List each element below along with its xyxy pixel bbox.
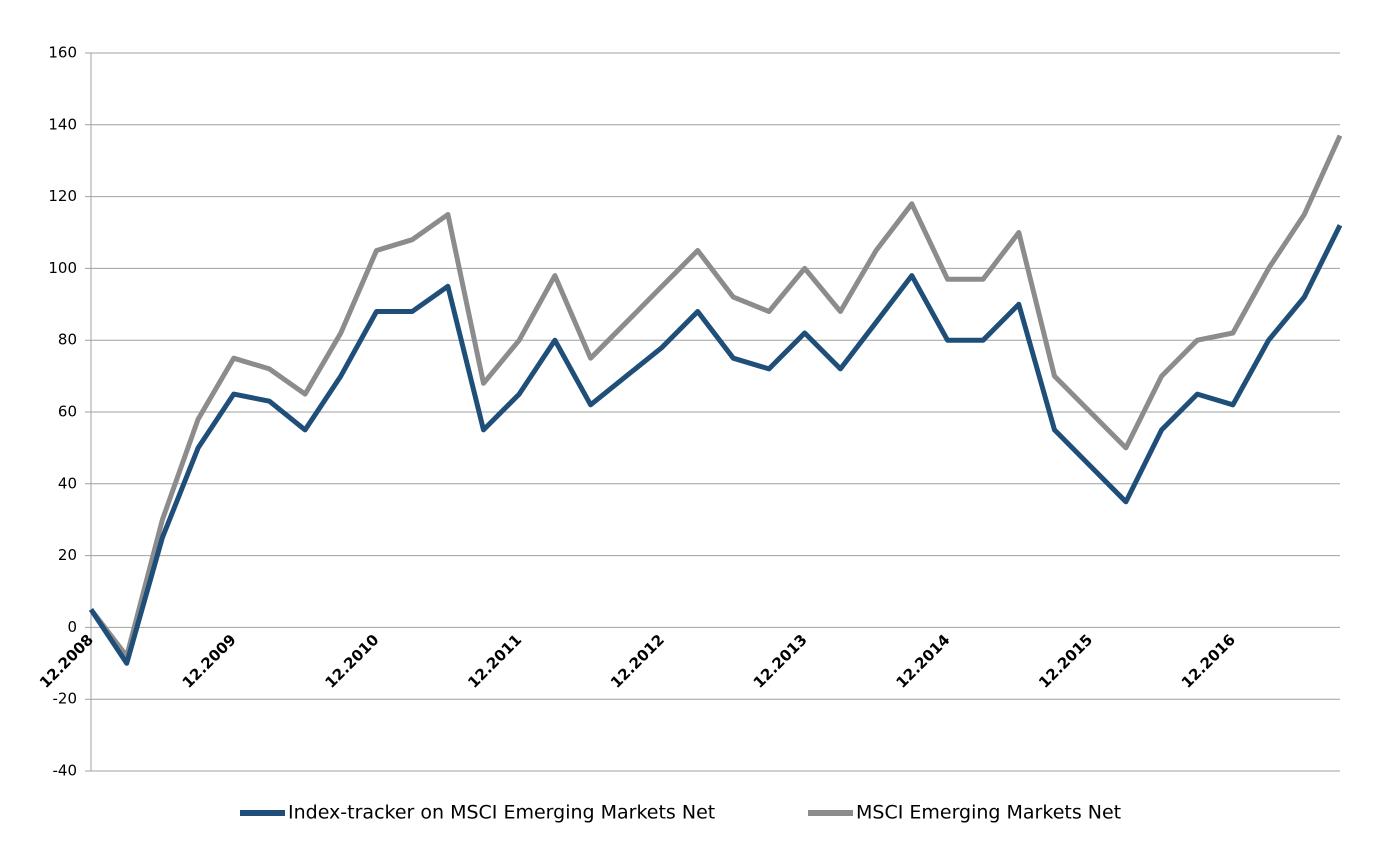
y-tick-label: 140 [48,115,77,133]
y-tick-label: 160 [48,44,77,62]
y-tick-label: -40 [53,762,78,780]
y-tick-label: -20 [53,690,78,708]
x-tick-label: 12.2015 [1035,631,1096,692]
x-tick-label: 12.2012 [607,631,668,692]
x-tick-label: 12.2016 [1178,631,1239,692]
x-tick-label: 12.2013 [750,631,811,692]
y-tick-label: 80 [58,331,77,349]
x-tick-label: 12.2008 [36,631,97,692]
series-line [89,134,1343,659]
y-tick-label: 0 [67,618,77,636]
y-tick-label: 40 [58,474,77,492]
series-line [88,224,1343,666]
x-tick-label: 12.2010 [321,631,382,692]
y-tick-label: 100 [48,259,77,277]
y-tick-label: 20 [58,546,77,564]
y-tick-label: 120 [48,187,77,205]
y-tick-label: 60 [58,403,77,421]
x-tick-label: 12.2009 [179,631,240,692]
x-tick-label: 12.2011 [464,631,525,692]
legend-label: MSCI Emerging Markets Net [856,802,1121,824]
legend-label: Index-tracker on MSCI Emerging Markets N… [288,802,715,824]
x-tick-label: 12.2014 [892,631,953,692]
